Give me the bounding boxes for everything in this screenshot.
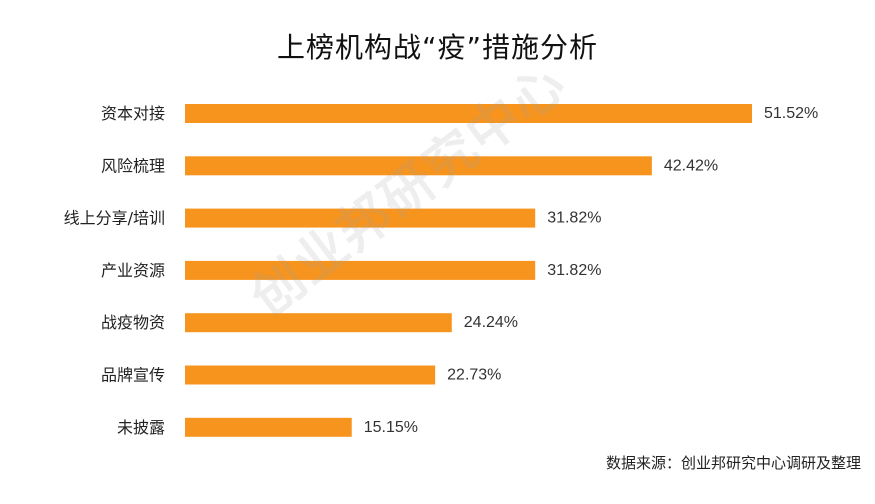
value-label: 51.52% <box>764 105 818 122</box>
data-source-note: 数据来源：创业邦研究中心调研及整理 <box>605 454 861 472</box>
bar <box>185 365 436 385</box>
value-label: 42.42% <box>664 157 718 174</box>
bar <box>185 104 752 123</box>
bar <box>185 260 536 280</box>
bar <box>185 313 452 333</box>
value-label: 31.82% <box>547 262 601 279</box>
bar <box>185 156 652 176</box>
value-label: 22.73% <box>447 367 501 384</box>
category-label: 未披露 <box>117 418 165 437</box>
category-label: 资本对接 <box>101 104 165 123</box>
category-label: 线上分享/培训 <box>64 209 165 228</box>
category-label: 风险梳理 <box>101 156 165 175</box>
category-label: 品牌宣传 <box>101 366 165 385</box>
value-label: 31.82% <box>547 210 601 227</box>
bar <box>185 208 536 228</box>
value-label: 15.15% <box>364 419 418 436</box>
bar <box>185 417 352 437</box>
value-label: 24.24% <box>464 314 518 331</box>
category-label: 产业资源 <box>101 261 165 280</box>
chart-title: 上榜机构战“疫”措施分析 <box>276 31 598 64</box>
category-label: 战疫物资 <box>101 313 165 332</box>
